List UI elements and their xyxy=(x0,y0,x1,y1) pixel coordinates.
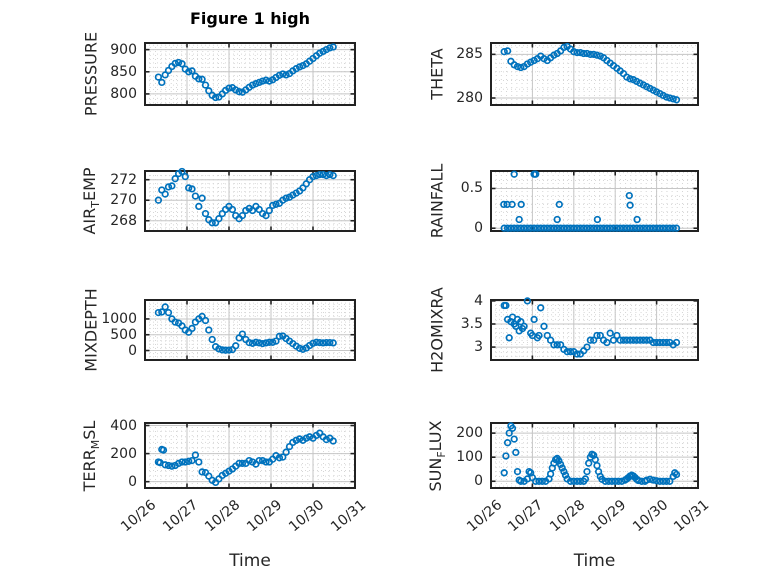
air-temp-axis-label: AIRTEMP xyxy=(79,167,103,235)
terr-msl-ytick-label: 200 xyxy=(110,445,137,462)
x-axis-label: Time xyxy=(229,551,271,571)
subplot-air-temp xyxy=(144,167,356,232)
h2omixra-series xyxy=(500,297,681,358)
pressure-axes-box xyxy=(144,42,356,106)
figure-title: Figure 1 high xyxy=(190,9,310,28)
terr-msl-tick-marks xyxy=(144,423,356,488)
subplot-pressure xyxy=(144,42,356,106)
mixdepth-ytick-label: 0 xyxy=(128,342,137,359)
x-tick-label: 10/29 xyxy=(244,497,286,536)
h2omixra-ytick-label: 3.5 xyxy=(460,316,483,332)
sun-flux-series xyxy=(500,422,681,485)
pressure-series xyxy=(154,43,337,102)
sun-flux-axis-label: SUNFLUX xyxy=(425,420,449,491)
x-tick-label: 10/30 xyxy=(286,497,328,536)
mixdepth-ytick-label: 1000 xyxy=(101,310,137,327)
h2omixra-ytick-label: 3 xyxy=(474,339,483,356)
h2omixra-tick-marks xyxy=(490,300,699,360)
theta-ytick-label: 280 xyxy=(456,90,483,106)
pressure-ytick-label: 900 xyxy=(110,41,137,58)
mixdepth-axis-label: MIXDEPTH xyxy=(81,288,101,372)
terr-msl-axes-box xyxy=(144,422,356,489)
sun-flux-tick-marks xyxy=(490,423,699,488)
x-tick-label: 10/28 xyxy=(202,497,244,536)
terr-msl-ytick-label: 400 xyxy=(110,417,137,434)
rainfall-axis-label: RAINFALL xyxy=(427,163,447,239)
rainfall-ytick-label: 0.5 xyxy=(460,180,483,197)
theta-axis-label: THETA xyxy=(427,48,447,100)
subplot-h2omixra xyxy=(490,297,699,361)
rainfall-tick-marks xyxy=(490,171,699,231)
x-tick-label: 10/30 xyxy=(629,497,671,536)
terr-msl-axis-label: TERRMSL xyxy=(79,420,103,491)
x-tick-label: 10/26 xyxy=(118,497,160,536)
pressure-tick-marks xyxy=(144,43,356,105)
subplot-mixdepth xyxy=(144,299,356,361)
terr-msl-ytick-label: 0 xyxy=(128,473,137,490)
x-tick-label: 10/28 xyxy=(546,497,589,536)
air-temp-axis-label-subscript: T xyxy=(89,201,103,208)
air-temp-ytick-label: 270 xyxy=(110,192,137,209)
sun-flux-ytick-label: 200 xyxy=(456,425,483,442)
terr-msl-minor-grid xyxy=(145,423,355,488)
rainfall-series xyxy=(500,170,681,232)
h2omixra-axes-box xyxy=(490,299,699,361)
sun-flux-ytick-label: 0 xyxy=(474,473,483,490)
x-tick-label: 10/31 xyxy=(328,497,370,536)
theta-series xyxy=(500,42,681,104)
x-tick-label: 10/27 xyxy=(160,497,202,536)
x-tick-label: 10/29 xyxy=(588,497,630,536)
h2omixra-ytick-label: 4 xyxy=(474,292,483,309)
h2omixra-axis-label: H2OMIXRA xyxy=(427,287,447,373)
air-temp-series xyxy=(154,167,337,227)
subplot-terr-msl xyxy=(144,422,356,489)
air-temp-major-grid xyxy=(144,171,356,231)
mixdepth-ytick-label: 500 xyxy=(110,326,137,343)
pressure-ytick-label: 850 xyxy=(110,63,137,80)
x-axis-label: Time xyxy=(573,551,616,571)
theta-ytick-label: 285 xyxy=(456,46,483,63)
mixdepth-axes-box xyxy=(144,299,356,361)
terr-msl-major-grid xyxy=(144,423,356,488)
mixdepth-tick-marks xyxy=(144,300,356,360)
terr-msl-axis-label-subscript: M xyxy=(89,439,103,449)
mixdepth-series xyxy=(154,303,337,354)
x-tick-label: 10/27 xyxy=(505,497,547,536)
pressure-minor-grid xyxy=(145,43,355,105)
theta-axes-box xyxy=(490,42,699,106)
terr-msl-series xyxy=(154,429,337,487)
rainfall-ytick-label: 0 xyxy=(474,220,483,237)
theta-tick-marks xyxy=(490,43,699,105)
x-tick-label: 10/31 xyxy=(671,497,713,536)
air-temp-ytick-label: 272 xyxy=(110,171,137,188)
sun-flux-axis-label-subscript: F xyxy=(435,450,449,458)
sun-flux-axes-box xyxy=(490,422,699,489)
subplot-theta xyxy=(490,42,699,106)
subplot-sun-flux xyxy=(490,422,699,489)
pressure-ytick-label: 800 xyxy=(110,85,137,102)
air-temp-ytick-label: 268 xyxy=(110,212,137,229)
subplot-rainfall xyxy=(490,170,699,232)
pressure-axis-label: PRESSURE xyxy=(81,31,101,117)
sun-flux-ytick-label: 100 xyxy=(456,449,483,466)
x-tick-label: 10/26 xyxy=(464,497,506,536)
